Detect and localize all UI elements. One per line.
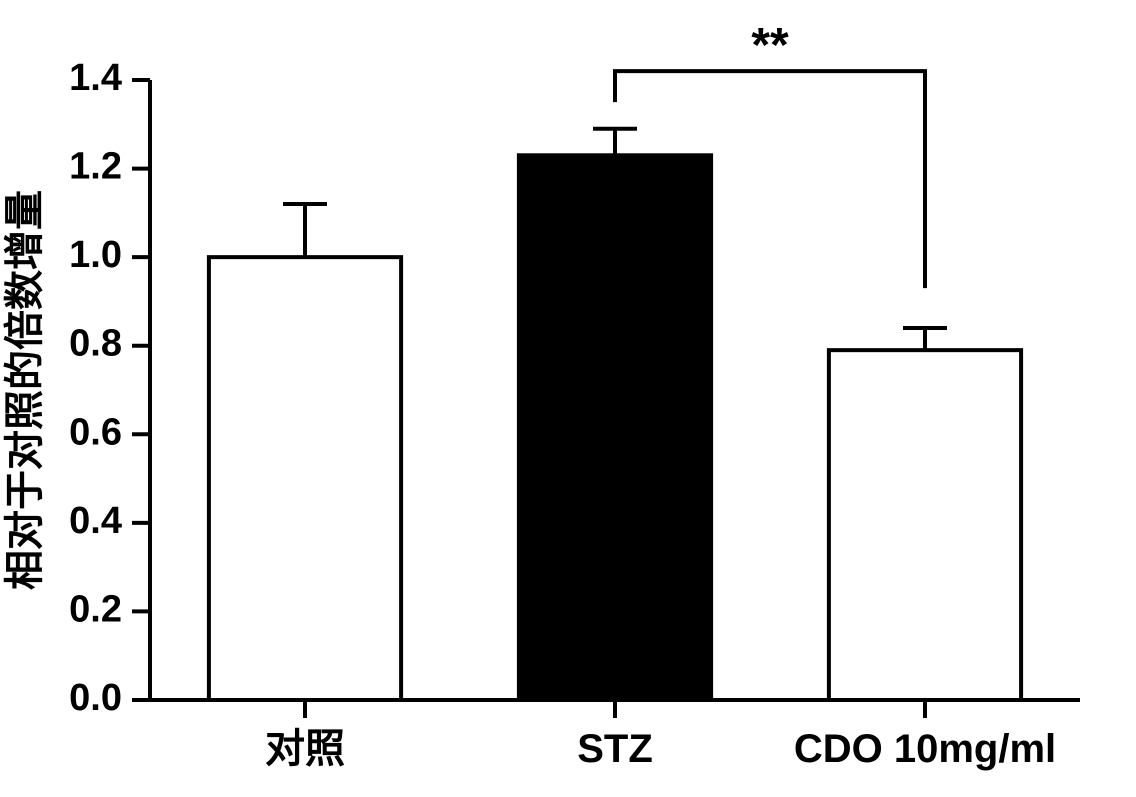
y-tick-label: 0.0 — [69, 677, 122, 719]
significance-label: ** — [751, 19, 789, 72]
y-tick-label: 0.2 — [69, 588, 122, 630]
y-tick-label: 0.4 — [69, 500, 122, 542]
bar-control — [209, 257, 401, 700]
y-tick-label: 0.8 — [69, 323, 122, 365]
bar-chart: 0.0 0.2 0.4 0.6 0.8 1.0 1.2 1.4 相对于对照的倍数增量对照 STZ C… — [0, 0, 1136, 797]
bar-stz — [519, 155, 711, 700]
x-label-stz: STZ — [577, 727, 653, 771]
bar-cdo — [829, 350, 1021, 700]
y-tick-label: 1.2 — [69, 146, 122, 188]
x-label-cdo: CDO 10mg/ml — [794, 727, 1056, 771]
chart-container: 0.0 0.2 0.4 0.6 0.8 1.0 1.2 1.4 相对于对照的倍数增量对照 STZ C… — [0, 0, 1136, 797]
y-tick-label: 0.6 — [69, 411, 122, 453]
y-tick-label: 1.4 — [69, 57, 122, 99]
y-axis-label: 相对于对照的倍数增量 — [3, 190, 47, 590]
x-label-control: 对照 — [265, 727, 345, 771]
y-tick-label: 1.0 — [69, 234, 122, 276]
